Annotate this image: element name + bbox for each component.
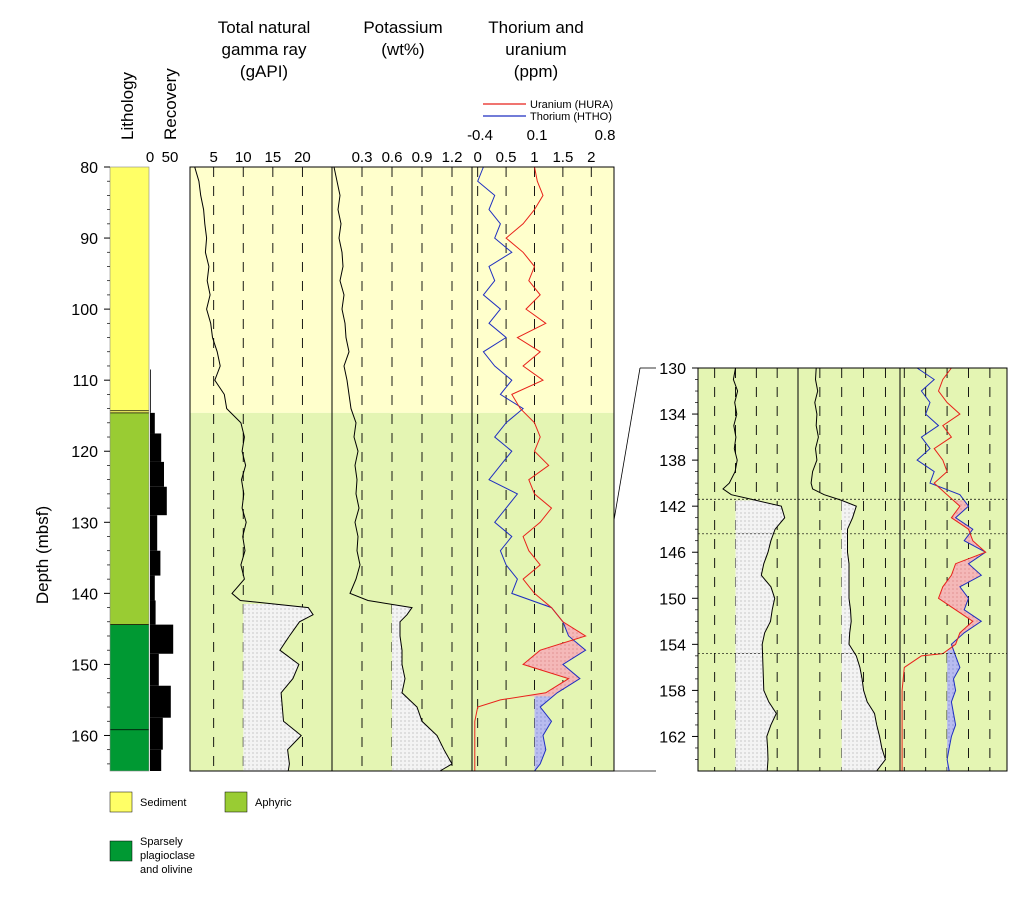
thu-range-label-min: -0.4 [467, 127, 493, 144]
sparsely-legend-swatch [109, 840, 133, 862]
zoom-potassium-fill [841, 500, 886, 771]
aphyric-legend-swatch [224, 791, 248, 813]
depth-tick-label: 110 [72, 373, 98, 390]
thorium-title-3: (ppm) [514, 62, 558, 81]
depth-axis-label: Depth (mbsf) [33, 506, 52, 604]
thorium-title-1: Thorium and [488, 18, 583, 37]
potassium-tick-label: 0.6 [382, 149, 403, 166]
gamma-tick-label: 5 [209, 149, 217, 166]
thorium-legend-label: Thorium (HTHO) [530, 111, 612, 123]
zoom-thorium-uranium-frame [899, 367, 1008, 772]
depth-tick-label: 90 [80, 231, 98, 248]
depth-tick-label: 140 [71, 586, 98, 603]
lithology-unit-3 [110, 624, 149, 771]
recovery-tick-label: 50 [162, 149, 179, 166]
recovery-bar-7 [150, 550, 161, 576]
potassium-tick-label: 0.9 [412, 149, 433, 166]
depth-tick-label: 130 [71, 515, 98, 532]
zoom-depth-tick-label: 150 [659, 591, 686, 608]
recovery-bar-12 [150, 685, 171, 718]
gamma-tick-label: 10 [235, 149, 252, 166]
potassium-fill [390, 604, 452, 771]
gamma-tick-label: 20 [294, 149, 311, 166]
potassium-tick-label: 0.3 [352, 149, 373, 166]
gamma-series-line [194, 166, 314, 772]
sediment-legend-label: Sediment [140, 797, 186, 809]
gamma-sediment-bg [190, 167, 332, 413]
thu-range-label-max: 0.8 [595, 127, 616, 144]
sediment-legend-swatch [109, 791, 133, 813]
sparsely-legend-label-1: Sparsely [140, 836, 183, 848]
zoom-thorium-line [916, 367, 987, 772]
uranium-legend-label: Uranium (HURA) [530, 99, 613, 111]
recovery-bar-3 [150, 433, 162, 462]
thorium-uranium-tick-label: 0 [474, 149, 482, 166]
recovery-title: Recovery [161, 68, 180, 140]
zoom-uranium-line [901, 367, 987, 771]
lithology-unit-2 [110, 412, 149, 625]
thorium-uranium-tick-label: 1.5 [552, 149, 573, 166]
uranium-series-line [474, 166, 587, 771]
depth-tick-label: 160 [71, 728, 98, 745]
thorium-uranium-frame [471, 166, 615, 772]
recovery-bar-4 [150, 461, 164, 487]
thorium-title-2: uranium [505, 40, 566, 59]
thorium-uranium-tick-label: 0.5 [496, 149, 517, 166]
lithology-unit-1 [110, 167, 149, 413]
thorium-uranium-tick-label: 2 [587, 149, 595, 166]
zoom-potassium-line [810, 367, 886, 772]
recovery-bar-6 [150, 515, 158, 551]
recovery-bar-10 [150, 624, 174, 654]
potassium-title-2: (wt%) [381, 40, 424, 59]
sparsely-legend-label-3: and olivine [140, 864, 193, 876]
recovery-bar-9 [150, 600, 156, 625]
potassium-title-1: Potassium [363, 18, 442, 37]
sparsely-legend-label-2: plagioclase [140, 850, 195, 862]
lithology-title: Lithology [118, 71, 137, 140]
zoom-depth-tick-label: 158 [659, 683, 686, 700]
thorium-uranium-tick-label: 1 [530, 149, 538, 166]
thorium-series-line [477, 166, 587, 772]
potassium-tick-label: 1.2 [442, 149, 463, 166]
thorium-uranium-sediment-bg [472, 167, 614, 413]
recovery-bar-8 [150, 575, 155, 601]
zoom-depth-tick-label: 146 [659, 545, 686, 562]
zoom-connector-top [613, 367, 641, 521]
depth-tick-label: 100 [71, 302, 98, 319]
zoom-depth-tick-label: 138 [659, 453, 686, 470]
zoom-gamma-fill [735, 500, 785, 771]
gamma-title-3: (gAPI) [240, 62, 288, 81]
gamma-title-2: gamma ray [221, 40, 307, 59]
gamma-title-1: Total natural [218, 18, 311, 37]
potassium-sediment-bg [332, 167, 472, 413]
gamma-tick-label: 15 [264, 149, 281, 166]
recovery-bar-1 [150, 369, 151, 413]
zoom-depth-tick-label: 134 [659, 407, 686, 424]
zoom-depth-tick-label: 162 [659, 729, 686, 746]
zoom-depth-tick-label: 130 [659, 361, 686, 378]
recovery-bar-11 [150, 653, 159, 686]
zoom-panel: 130 134 138 142 146 150 154 158 162 [640, 361, 1008, 772]
zoom-gamma-line [722, 367, 786, 772]
depth-tick-label: 80 [80, 160, 98, 177]
aphyric-legend-label: Aphyric [255, 797, 292, 809]
zoom-uranium-fill [938, 500, 986, 651]
lithology-frame [109, 166, 150, 772]
uranium-fill [523, 604, 586, 697]
recovery-tick-label: 0 [146, 149, 154, 166]
gamma-fill [243, 604, 314, 771]
depth-tick-label: 150 [71, 657, 98, 674]
recovery-bar-14 [150, 749, 162, 771]
depth-tick-label: 120 [71, 444, 98, 461]
potassium-series-line [333, 166, 453, 772]
zoom-depth-tick-label: 142 [659, 499, 686, 516]
recovery-bar-2 [150, 412, 155, 434]
recovery-bar-5 [150, 486, 167, 516]
zoom-depth-tick-label: 154 [659, 637, 686, 654]
recovery-bar-13 [150, 717, 163, 750]
thu-range-label-mid: 0.1 [527, 127, 548, 144]
